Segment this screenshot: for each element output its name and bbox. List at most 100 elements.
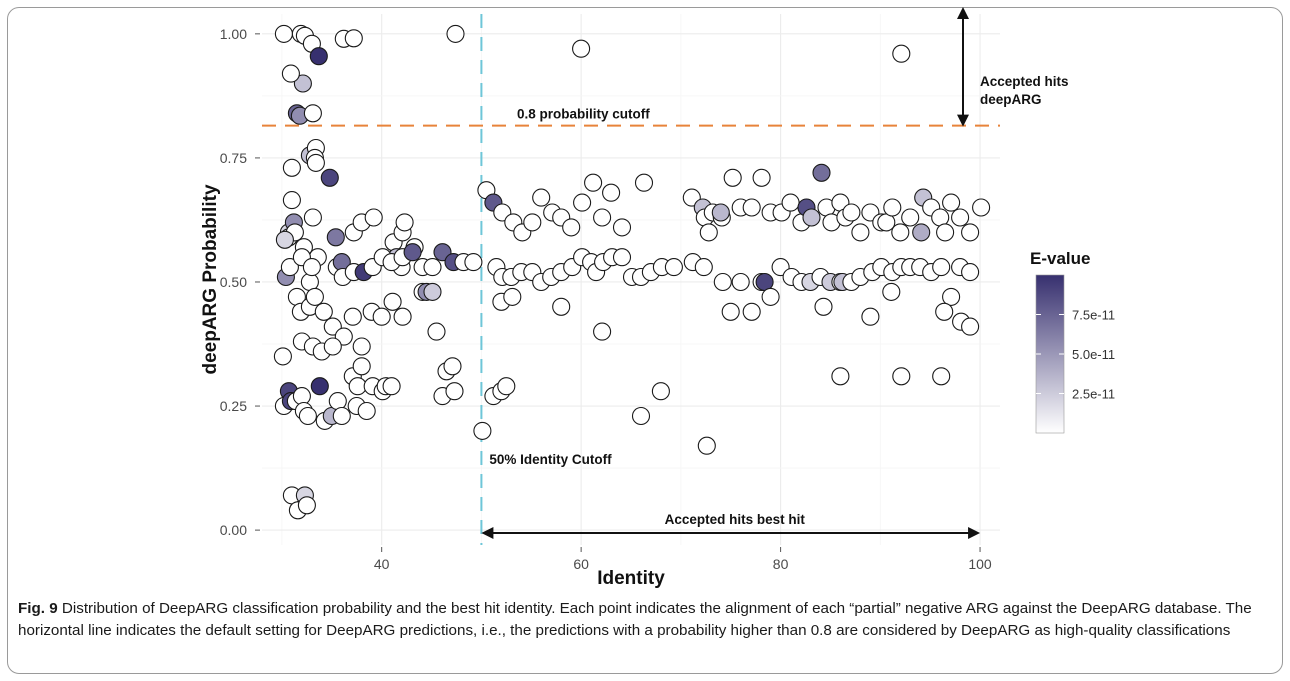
data-point [303,104,322,123]
data-point [901,208,920,227]
data-point [831,367,850,386]
data-point [573,193,592,212]
data-point [281,64,300,83]
data-point [731,272,750,292]
data-point [446,24,465,43]
data-point [292,387,311,406]
data-point [936,223,955,242]
data-point [612,248,632,267]
data-point [293,74,312,93]
data-point [961,263,980,282]
data-point [851,223,870,242]
caption-text: Distribution of DeepARG classification p… [18,600,1252,639]
data-point [298,406,317,426]
data-point [320,168,339,187]
data-point [752,168,771,187]
data-point [443,357,462,376]
data-point [427,322,446,341]
y-tick-label: 0.75 [220,150,247,166]
x-tick-label: 40 [374,556,390,572]
y-tick-label: 1.00 [220,26,247,42]
arrowhead-left-icon [481,527,494,539]
data-point [305,287,324,306]
data-point [328,392,347,411]
data-point [891,223,910,242]
scatter-chart: 0.00 0.25 0.50 0.75 1.00 40 60 80 100 Identity dee… [200,7,1115,589]
data-point [699,223,718,242]
data-point [364,208,383,227]
data-point [343,307,362,326]
data-point [280,258,299,277]
arrowhead-up-icon [957,7,969,19]
data-point [932,258,951,277]
data-point [961,223,980,242]
y-tick-label: 0.25 [220,398,247,414]
data-point [721,302,740,321]
data-point [742,198,761,217]
data-point [423,258,442,277]
data-point [302,258,321,277]
data-point [274,24,293,43]
data-point [951,208,970,227]
legend-title: E-value [1030,249,1090,268]
data-point [332,406,351,426]
deeparg-accept-label: deepARG [980,92,1042,107]
data-point [812,163,831,182]
data-point [383,292,402,311]
data-point [275,230,294,249]
x-tick-label: 80 [773,556,789,572]
data-point [382,377,401,396]
data-point [697,436,716,455]
x-tick-label: 60 [573,556,589,572]
data-point [273,347,292,366]
figure-label: Fig. 9 [18,600,58,617]
data-point [473,421,492,440]
data-point [593,208,612,227]
data-point [523,213,542,232]
data-point [393,307,412,326]
data-point [942,193,961,212]
data-point [344,29,363,48]
data-point [282,158,301,177]
data-point [532,188,551,207]
data-point [972,198,991,217]
data-point [372,307,391,326]
data-point [883,198,902,217]
data-point [323,337,342,356]
data-point [562,218,581,237]
data-point [634,173,654,192]
data-point [552,297,571,316]
data-point [497,377,516,396]
colorbar-tick-label: 7.5e-11 [1072,308,1115,323]
y-tick-label: 0.00 [220,522,247,538]
data-point [326,228,345,247]
data-point [306,153,325,172]
data-point [395,213,414,232]
colorbar-tick-label: 2.5e-11 [1072,387,1115,402]
data-point [445,382,464,401]
data-point [892,44,911,63]
data-point [503,287,522,306]
data-point [664,258,683,277]
data-point [932,367,951,386]
data-point [942,287,961,306]
arrowhead-down-icon [957,114,969,127]
data-point [352,337,371,356]
data-point [297,496,316,515]
data-point [423,282,442,301]
data-point [694,258,713,277]
data-point [882,282,901,301]
x-axis-title: Identity [597,568,665,589]
data-point [282,191,301,210]
figure-caption: Fig. 9 Distribution of DeepARG classific… [18,598,1273,641]
arrowhead-right-icon [968,527,981,539]
data-point [892,367,911,386]
data-point [357,401,376,421]
data-point [631,406,651,426]
data-point [711,203,730,222]
y-tick-label: 0.50 [220,274,247,290]
colorbar-tick-label: 5.0e-11 [1072,347,1115,362]
data-point [403,243,422,262]
data-point [861,307,880,326]
data-point [761,287,780,306]
